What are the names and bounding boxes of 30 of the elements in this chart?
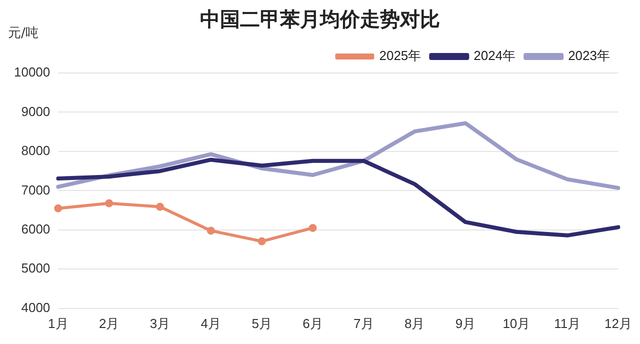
y-tick-label: 6000 xyxy=(21,222,50,237)
chart-title: 中国二甲苯月均价走势对比 xyxy=(200,7,440,31)
y-tick-label: 5000 xyxy=(21,260,50,276)
legend-label: 2024年 xyxy=(474,48,516,64)
y-tick-label: 8000 xyxy=(21,143,50,158)
x-tick-label: 9月 xyxy=(455,316,476,331)
x-tick-label: 6月 xyxy=(302,316,323,331)
y-tick-label: 10000 xyxy=(14,64,50,80)
x-tick-label: 3月 xyxy=(150,316,170,331)
x-tick-label: 4月 xyxy=(200,316,222,331)
y-tick-label: 9000 xyxy=(21,104,50,119)
x-tick-label: 5月 xyxy=(252,316,272,331)
point xyxy=(105,199,114,208)
x-tick-label: 11月 xyxy=(554,316,581,331)
x-tick-label: 1月 xyxy=(48,316,68,331)
legend-label: 2023年 xyxy=(568,48,610,64)
point xyxy=(308,224,317,232)
point xyxy=(54,204,62,212)
y-tick-label: 4000 xyxy=(21,300,50,315)
y-tick-label: 7000 xyxy=(21,182,50,198)
point xyxy=(206,226,215,235)
x-tick-label: 8月 xyxy=(404,316,425,331)
x-tick-label: 7月 xyxy=(354,316,374,331)
point xyxy=(258,237,266,246)
x-tick-label: 2月 xyxy=(98,316,120,331)
legend-label: 2025年 xyxy=(379,48,422,64)
y-axis-title: 元/吨 xyxy=(8,25,38,42)
x-tick-label: 12月 xyxy=(604,316,632,331)
x-tick-label: 10月 xyxy=(502,316,530,331)
point xyxy=(156,202,164,211)
